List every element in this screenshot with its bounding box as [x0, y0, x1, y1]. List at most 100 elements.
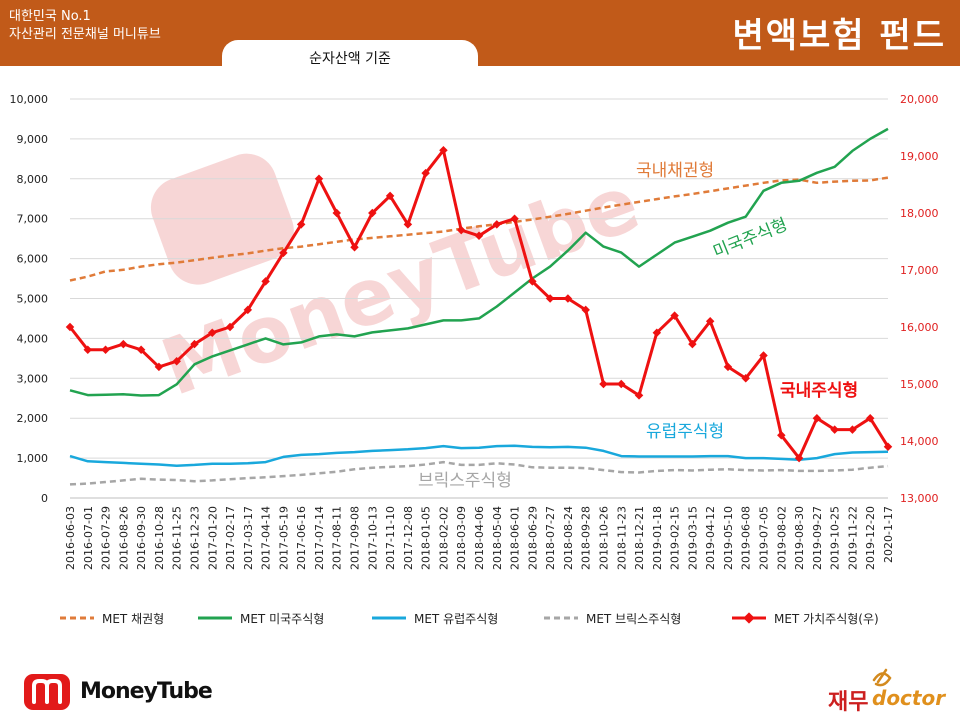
doctor-swoosh-icon — [872, 668, 892, 687]
y-left-tick-label: 1,000 — [17, 452, 49, 465]
x-tick-label: 2018-02-02 — [437, 506, 450, 570]
x-tick-label: 2016-10-28 — [153, 506, 166, 570]
series-point-value — [332, 208, 341, 218]
series-point-value — [617, 379, 626, 389]
series-point-value — [812, 413, 822, 423]
x-tick-label: 2016-06-03 — [64, 506, 77, 570]
legend-label-value: MET 가치주식형(우) — [774, 612, 879, 626]
x-tick-label: 2018-09-28 — [580, 506, 593, 570]
series-point-value — [563, 294, 573, 303]
x-tick-label: 2019-01-18 — [651, 506, 664, 570]
x-tick-label: 2019-09-27 — [811, 506, 824, 570]
series-point-value — [368, 208, 377, 218]
series-point-value — [190, 339, 199, 349]
x-tick-label: 2019-02-15 — [669, 506, 682, 570]
x-tick-label: 2017-06-16 — [295, 506, 308, 570]
chart-axes: 0 1,000 2,000 3,000 4,000 5,000 6,000 7,000 8,00… — [10, 93, 939, 570]
legend-label-bond: MET 채권형 — [102, 612, 164, 626]
annotation-value: 국내주식형 — [780, 380, 858, 401]
watermark: MoneyTube — [151, 153, 651, 414]
series-point-value — [421, 168, 430, 178]
x-tick-label: 2019-05-10 — [722, 506, 735, 570]
series-point-value — [723, 362, 733, 372]
series-point-value — [741, 374, 750, 383]
series-point-value — [830, 425, 839, 434]
x-tick-label: 2017-04-14 — [260, 506, 273, 570]
y-right-tick-label: 16,000 — [900, 321, 939, 334]
series-point-value — [83, 345, 93, 355]
x-tick-label: 2017-01-20 — [206, 506, 219, 570]
y-right-tick-label: 15,000 — [900, 378, 939, 391]
series-point-value — [848, 425, 857, 434]
x-tick-label: 2019-08-02 — [775, 506, 788, 570]
y-right-tick-label: 14,000 — [900, 435, 939, 448]
x-tick-label: 2017-05-19 — [277, 506, 290, 570]
legend-marker-value — [743, 612, 755, 624]
y-left-tick-label: 9,000 — [17, 133, 49, 146]
series-point-value — [688, 339, 697, 349]
series-point-value — [172, 356, 181, 366]
x-tick-label: 2016-07-01 — [82, 506, 95, 570]
series-point-value — [883, 442, 893, 451]
x-tick-label: 2019-10-25 — [829, 506, 842, 570]
x-tick-label: 2018-11-23 — [615, 506, 628, 570]
series-line-brics — [69, 460, 889, 486]
series-point-value — [119, 339, 128, 349]
series-point-value — [545, 294, 555, 303]
annotation-eu: 유럽주식형 — [646, 422, 724, 442]
x-tick-label: 2019-08-30 — [793, 506, 806, 570]
series-point-value — [65, 322, 75, 332]
series-point-value — [652, 328, 662, 337]
series-line-us — [69, 127, 889, 397]
y-left-tick-label: 6,000 — [17, 253, 49, 266]
fund-chart: MoneyTube 0 1,000 2,000 3,000 4,000 5,000 6,00… — [10, 93, 939, 626]
y-right-tick-label: 19,000 — [900, 150, 939, 163]
x-tick-label: 2018-01-05 — [420, 506, 433, 570]
y-left-tick-label: 2,000 — [17, 412, 49, 425]
y-left-tick-label: 8,000 — [17, 173, 49, 186]
series-point-value — [581, 305, 590, 315]
x-tick-label: 2019-04-12 — [704, 506, 717, 570]
chart-grid — [70, 98, 888, 499]
x-tick-label: 2018-03-09 — [455, 506, 468, 570]
brand-tagline: 대한민국 No.1 — [9, 9, 91, 24]
legend-label-eu: MET 유럽주식형 — [414, 612, 498, 626]
series-point-value — [261, 277, 270, 286]
jaemu-doctor-logo — [872, 668, 892, 687]
y-right-tick-label: 18,000 — [900, 207, 939, 220]
series-point-value — [759, 351, 768, 360]
x-tick-label: 2017-11-10 — [384, 506, 397, 570]
series-line-eu — [69, 444, 889, 467]
moneytube-logo-mark — [32, 679, 62, 704]
legend-label-brics: MET 브릭스주식형 — [586, 612, 681, 626]
x-tick-label: 2019-03-15 — [686, 506, 699, 570]
x-tick-label: 2017-03-17 — [242, 506, 255, 570]
legend-label-us: MET 미국주식형 — [240, 612, 324, 626]
x-tick-label: 2018-05-04 — [491, 506, 504, 570]
x-tick-label: 2018-12-21 — [633, 506, 646, 570]
x-tick-label: 2018-06-29 — [526, 506, 539, 570]
series-point-value — [456, 225, 466, 235]
series-point-value — [208, 328, 217, 337]
series-point-value — [474, 231, 484, 241]
x-tick-label: 2018-07-27 — [544, 506, 557, 570]
x-tick-label: 2019-11-22 — [846, 506, 859, 570]
series-point-value — [243, 305, 253, 315]
series-point-value — [403, 220, 413, 229]
x-tick-label: 2016-08-26 — [117, 506, 130, 570]
series-point-value — [279, 248, 288, 258]
x-tick-label: 2017-09-08 — [349, 506, 362, 570]
series-point-value — [777, 431, 786, 440]
watermark-group: MoneyTube — [151, 153, 651, 414]
series-point-value — [136, 345, 146, 355]
x-tick-label: 2018-08-24 — [562, 506, 575, 570]
series-point-value — [154, 362, 164, 372]
annotation-bond: 국내채권형 — [636, 161, 714, 181]
x-tick-label: 2018-04-06 — [473, 506, 486, 570]
x-tick-label: 2017-08-11 — [331, 506, 344, 570]
y-right-tick-label: 13,000 — [900, 492, 939, 505]
series-point-value — [296, 220, 306, 229]
x-tick-label: 2019-06-08 — [740, 506, 753, 570]
y-left-tick-label: 5,000 — [17, 293, 49, 306]
chart-series — [65, 127, 893, 486]
